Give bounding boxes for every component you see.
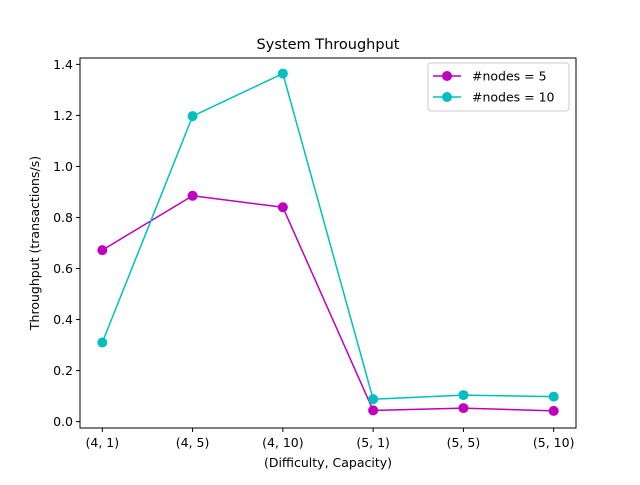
legend-label: #nodes = 5 xyxy=(472,69,547,84)
data-point xyxy=(97,245,108,256)
y-tick-label: 1.0 xyxy=(53,159,73,174)
data-point xyxy=(458,390,469,401)
y-tick-label: 0.8 xyxy=(53,210,73,225)
legend-label: #nodes = 10 xyxy=(472,90,555,105)
y-tick-label: 1.4 xyxy=(53,57,73,72)
data-point xyxy=(548,405,559,416)
data-point xyxy=(97,337,108,348)
x-tick-label: (5, 10) xyxy=(533,435,575,450)
plot-area xyxy=(80,58,576,428)
x-tick-label: (4, 5) xyxy=(176,435,210,450)
data-point xyxy=(368,394,379,405)
legend-swatch-marker xyxy=(442,71,452,81)
x-axis-label: (Difficulty, Capacity) xyxy=(264,455,392,470)
y-tick-label: 0.0 xyxy=(53,414,73,429)
plot-frame xyxy=(79,57,577,429)
data-point xyxy=(548,391,559,402)
x-tick-label: (5, 5) xyxy=(447,435,481,450)
legend: #nodes = 5 #nodes = 10 xyxy=(427,62,570,112)
legend-entry-nodes-10: #nodes = 10 xyxy=(433,90,555,105)
legend-entry-nodes-5: #nodes = 5 xyxy=(433,69,547,84)
y-tick-label: 0.2 xyxy=(53,363,73,378)
series-line-1 xyxy=(101,72,554,400)
legend-box xyxy=(427,62,570,112)
data-point xyxy=(187,111,198,122)
chart-title: System Throughput xyxy=(257,37,400,53)
data-point xyxy=(277,202,288,213)
y-tick-label: 1.2 xyxy=(53,108,73,123)
series-layer xyxy=(97,68,559,416)
legend-swatch-marker xyxy=(442,92,452,102)
y-axis-label: Throughput (transactions/s) xyxy=(27,156,42,331)
x-tick-label: (4, 1) xyxy=(86,435,120,450)
x-tick-label: (5, 1) xyxy=(356,435,390,450)
y-tick-label: 0.4 xyxy=(53,312,73,327)
x-tick-label: (4, 10) xyxy=(262,435,304,450)
y-tick-label: 0.6 xyxy=(53,261,73,276)
x-axis: (4, 1) (4, 5) (4, 10) (5, 1) (5, 5) (5, 10) xyxy=(86,428,575,450)
data-point xyxy=(368,405,379,416)
series-line-0 xyxy=(101,195,554,412)
y-axis: 0.0 0.2 0.4 0.6 0.8 1.0 1.2 1.4 xyxy=(53,57,80,429)
data-point xyxy=(458,403,469,414)
data-point xyxy=(277,68,288,79)
data-point xyxy=(187,190,198,201)
